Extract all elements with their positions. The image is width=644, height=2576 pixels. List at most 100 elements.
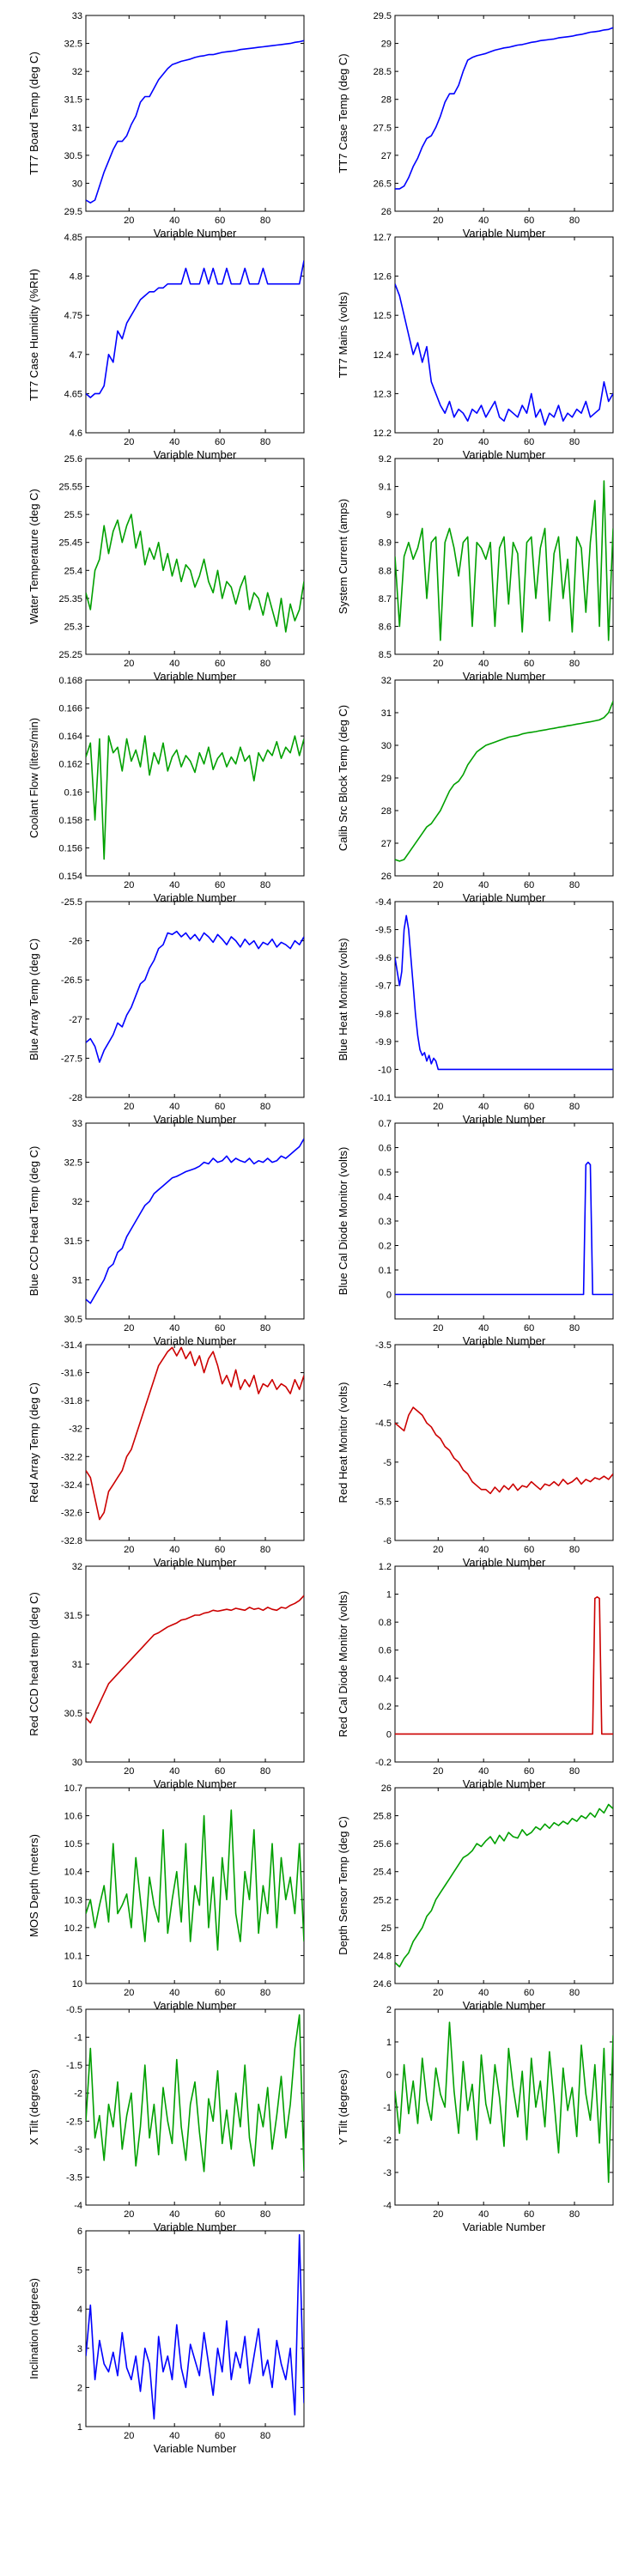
y-tick-label: -2.5 <box>66 2117 82 2127</box>
plot-area <box>394 458 614 655</box>
x-axis-label: Variable Number <box>463 1113 546 1126</box>
y-tick-label: -26 <box>69 937 82 947</box>
y-tick-label: -9.7 <box>375 981 392 992</box>
y-tick-label: -4 <box>383 1380 392 1390</box>
x-tick-label: 60 <box>215 1323 225 1334</box>
y-tick-label: 0.4 <box>379 1674 392 1684</box>
x-tick-label: 40 <box>478 1102 489 1112</box>
y-axis-label: X Tilt (degrees) <box>27 2069 40 2145</box>
y-tick-label: -2 <box>383 2136 392 2146</box>
y-tick-label: 0.164 <box>58 732 82 742</box>
y-tick-label: 9 <box>386 510 392 520</box>
x-tick-label: 80 <box>260 1766 270 1777</box>
plot-area <box>85 1344 305 1541</box>
y-tick-label: 10.7 <box>64 1783 82 1794</box>
y-tick-label: 2 <box>77 2383 82 2393</box>
y-tick-label: -28 <box>69 1093 82 1103</box>
line-chart: 20 40 60 80 25.25 25.3 25.35 25.4 25.45 25.5 25.55… <box>27 454 305 683</box>
y-tick-label: 25.6 <box>64 454 82 465</box>
y-tick-label: 4.85 <box>64 233 82 243</box>
y-tick-label: -9.9 <box>375 1037 392 1048</box>
y-axis-label: Red CCD head temp (deg C) <box>27 1592 40 1736</box>
x-tick-label: 20 <box>433 659 443 669</box>
y-tick-label: 4.7 <box>70 350 82 361</box>
y-tick-label: -32.4 <box>61 1480 82 1491</box>
x-tick-label: 20 <box>433 2209 443 2220</box>
y-tick-label: 12.2 <box>374 428 392 439</box>
y-tick-label: 25.45 <box>58 538 82 549</box>
x-tick-label: 40 <box>478 437 489 447</box>
y-tick-label: 28 <box>381 95 392 106</box>
y-tick-label: 25.8 <box>374 1812 392 1822</box>
y-tick-label: 12.6 <box>374 272 392 283</box>
line-chart: 20 40 60 80 30 30.5 31 31.5 32 Variable Number Red… <box>27 1562 305 1790</box>
y-tick-label: -10.1 <box>370 1093 392 1103</box>
plot-area <box>394 1122 614 1320</box>
x-tick-label: 40 <box>169 1766 179 1777</box>
x-tick-label: 20 <box>124 2431 134 2441</box>
x-axis-label: Variable Number <box>154 1556 237 1569</box>
y-tick-label: 25.35 <box>58 594 82 605</box>
plot-area <box>85 15 305 212</box>
y-tick-label: 0.7 <box>379 1119 392 1129</box>
y-tick-label: 6 <box>77 2227 82 2237</box>
y-tick-label: 24.8 <box>374 1951 392 1961</box>
y-tick-label: -32.2 <box>61 1452 82 1462</box>
y-tick-label: 25.6 <box>374 1839 392 1850</box>
x-axis-label: Variable Number <box>154 2221 237 2233</box>
y-tick-label: 10.5 <box>64 1839 82 1850</box>
y-tick-label: 10.1 <box>64 1951 82 1961</box>
y-tick-label: -32.8 <box>61 1536 82 1546</box>
y-tick-label: 12.4 <box>374 350 392 361</box>
x-tick-label: 40 <box>478 1766 489 1777</box>
y-tick-label: 32.5 <box>64 1158 82 1169</box>
chart-panel: 20 40 60 80 8.5 8.6 8.7 8.8 8.9 9 9.1 9.2 Variable N… <box>318 450 627 699</box>
x-tick-label: 20 <box>124 1545 134 1555</box>
y-tick-label: 8.9 <box>379 538 392 549</box>
x-tick-label: 40 <box>169 1323 179 1334</box>
chart-panel: 20 40 60 80 24.6 24.8 25 25.2 25.4 25.6 25.8 26 Vari… <box>318 1779 627 2028</box>
x-tick-label: 60 <box>215 1102 225 1112</box>
line-chart: 20 40 60 80 -10.1 -10 -9.9 -9.8 -9.7 -9.6 -9.5 -9.4… <box>337 897 614 1126</box>
y-tick-label: 26 <box>381 207 392 217</box>
y-axis-label: System Current (amps) <box>337 499 349 614</box>
x-tick-label: 80 <box>569 1323 580 1334</box>
x-tick-label: 60 <box>524 880 534 890</box>
y-tick-label: 0 <box>386 1729 392 1740</box>
chart-panel: 20 40 60 80 0 0.1 0.2 0.3 0.4 0.5 0.6 0.7 Variable N… <box>318 1115 627 1364</box>
x-axis-label: Variable Number <box>463 227 546 240</box>
x-axis-label: Variable Number <box>463 448 546 461</box>
series-line <box>86 930 304 1063</box>
x-tick-label: 80 <box>260 880 270 890</box>
x-tick-label: 40 <box>169 2431 179 2441</box>
y-axis-label: Calib Src Block Temp (deg C) <box>337 705 349 851</box>
chart-panel: 20 40 60 80 -4 -3 -2 -1 0 1 2 Variable Number Y Tilt… <box>318 2001 627 2250</box>
x-tick-label: 60 <box>215 437 225 447</box>
y-tick-label: -1 <box>383 2103 392 2113</box>
x-tick-label: 20 <box>433 1766 443 1777</box>
line-chart: 20 40 60 80 -28 -27.5 -27 -26.5 -26 -25.5 Variable… <box>27 897 305 1126</box>
y-tick-label: -3 <box>383 2168 392 2178</box>
x-tick-label: 60 <box>215 2431 225 2441</box>
y-tick-label: 0 <box>386 1291 392 1301</box>
y-tick-label: 4.8 <box>70 272 82 283</box>
x-tick-label: 60 <box>215 1766 225 1777</box>
y-tick-label: 1 <box>386 1590 392 1601</box>
y-tick-label: 9.1 <box>379 483 392 493</box>
plot-area <box>85 901 305 1098</box>
x-tick-label: 60 <box>215 1988 225 1998</box>
x-tick-label: 20 <box>124 880 134 890</box>
y-axis-label: Red Array Temp (deg C) <box>27 1382 40 1503</box>
chart-panel: 20 40 60 80 1 2 3 4 5 6 Variable Number Inclination… <box>9 2222 318 2471</box>
y-tick-label: -0.2 <box>375 1758 392 1768</box>
y-tick-label: 33 <box>72 1119 82 1129</box>
y-tick-label: 8.8 <box>379 566 392 576</box>
y-tick-label: 12.3 <box>374 389 392 399</box>
x-tick-label: 20 <box>433 880 443 890</box>
x-tick-label: 20 <box>124 437 134 447</box>
y-tick-label: 0.16 <box>64 787 82 798</box>
y-tick-label: -3 <box>74 2145 82 2155</box>
y-tick-label: 26 <box>381 1783 392 1794</box>
y-axis-label: Blue Array Temp (deg C) <box>27 939 40 1060</box>
plot-area <box>394 679 614 877</box>
